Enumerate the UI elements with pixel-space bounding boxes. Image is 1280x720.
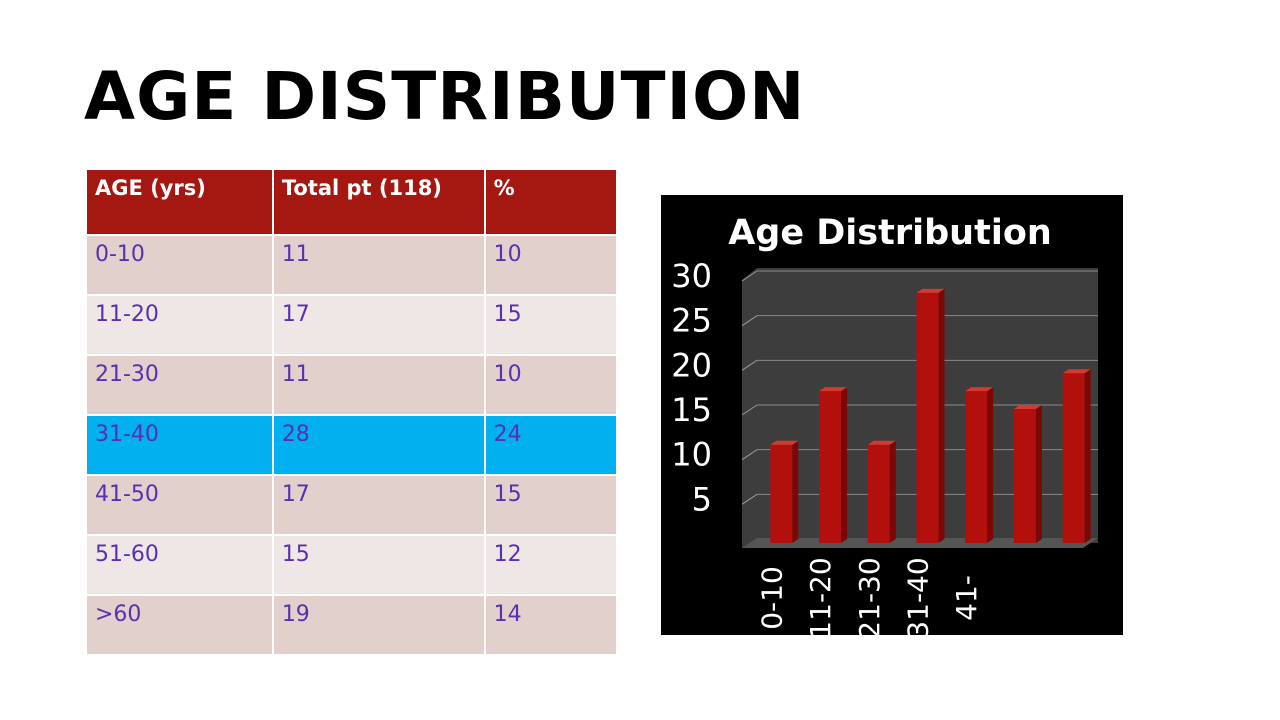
- grid-line: [741, 359, 758, 371]
- age-table: AGE (yrs) Total pt (118)% 0-10 11 10 11-20 17…: [85, 168, 619, 656]
- bar-side: [1084, 369, 1091, 543]
- table-cell: 28: [271, 414, 486, 476]
- table-cell: 14: [483, 594, 619, 656]
- table-cell: 15: [483, 474, 619, 536]
- table-cell: 17: [271, 474, 486, 536]
- slide-title: AGE DISTRIBUTION: [84, 58, 806, 135]
- bar: [867, 440, 896, 543]
- table-cell: 17: [271, 294, 486, 356]
- table-row: 21-30 11 10: [85, 354, 619, 416]
- plot-floor: [742, 538, 1098, 548]
- bar-side: [792, 440, 799, 543]
- grid-line: [741, 449, 758, 461]
- chart-title: Age Distribution: [728, 213, 1052, 253]
- bar: [770, 440, 799, 543]
- table-cell: 11: [271, 234, 486, 296]
- grid-line: [741, 404, 758, 416]
- table-row: 0-10 11 10: [85, 234, 619, 296]
- bar-front: [916, 292, 939, 543]
- header-cell: %: [483, 168, 619, 236]
- y-tick-label: 10: [671, 436, 712, 474]
- bar-side: [1035, 405, 1042, 543]
- table-cell: 21-30: [85, 354, 274, 416]
- table-cell: 24: [483, 414, 619, 476]
- table-cell: >60: [85, 594, 274, 656]
- bar-top: [819, 387, 848, 392]
- table-row: >60 19 14: [85, 594, 619, 656]
- header-cell: Total pt (118): [271, 168, 486, 236]
- table-cell: 12: [483, 534, 619, 596]
- table-cell: 31-40: [85, 414, 274, 476]
- bar-side: [938, 288, 945, 543]
- x-tick-label: 0-10: [755, 566, 788, 630]
- table-cell: 51-60: [85, 534, 274, 596]
- bar-front: [867, 444, 890, 543]
- bar-front: [965, 391, 988, 543]
- bar: [819, 387, 848, 543]
- table-cell: 41-50: [85, 474, 274, 536]
- x-tick-label: 11-20: [804, 557, 837, 638]
- grid-line: [741, 493, 758, 505]
- table-body: 0-10 11 10 11-20 17 15 21-30 11 10 31-40 28 24 41-50…: [85, 234, 619, 656]
- table-cell: 19: [271, 594, 486, 656]
- bar: [916, 288, 945, 543]
- table-cell: 10: [483, 354, 619, 416]
- table-row: 41-50 17 15: [85, 474, 619, 536]
- bar-side: [987, 387, 994, 543]
- table-cell: 10: [483, 234, 619, 296]
- x-tick-label: 21-30: [853, 557, 886, 638]
- y-tick-label: 5: [692, 480, 712, 518]
- table-cell: 15: [271, 534, 486, 596]
- y-tick-label: 30: [671, 257, 712, 295]
- bar-front: [770, 444, 793, 543]
- x-tick-label: 41-: [950, 575, 983, 621]
- table-header: AGE (yrs) Total pt (118)%: [85, 168, 619, 236]
- plot-wall: [742, 268, 1098, 548]
- header-cell: AGE (yrs): [85, 168, 274, 236]
- x-tick-label: 31-40: [902, 557, 935, 638]
- chart-background: [661, 195, 1123, 635]
- bar-side: [841, 387, 848, 543]
- bar-top: [1062, 369, 1091, 374]
- table-row: 11-20 17 15: [85, 294, 619, 356]
- bar: [965, 387, 994, 543]
- bar-top: [1013, 405, 1042, 409]
- bar-front: [1013, 409, 1036, 543]
- table-row: 51-60 15 12: [85, 534, 619, 596]
- bar-front: [819, 391, 842, 543]
- bar-top: [770, 440, 799, 445]
- table-cell: 0-10: [85, 234, 274, 296]
- bar-front: [1062, 373, 1085, 543]
- y-tick-label: 15: [671, 391, 712, 429]
- y-tick-label: 20: [671, 346, 712, 384]
- y-tick-label: 25: [671, 302, 712, 340]
- table-cell: 11-20: [85, 294, 274, 356]
- table-cell: 15: [483, 294, 619, 356]
- bar-top: [916, 288, 945, 293]
- table-cell: 11: [271, 354, 486, 416]
- bar: [1013, 405, 1042, 543]
- bar-top: [867, 440, 896, 445]
- table-row: 31-40 28 24: [85, 414, 619, 476]
- grid-line: [741, 315, 758, 327]
- grid-line: [741, 270, 758, 282]
- bar-side: [889, 440, 896, 543]
- bar: [1062, 369, 1091, 543]
- bar-top: [965, 387, 994, 392]
